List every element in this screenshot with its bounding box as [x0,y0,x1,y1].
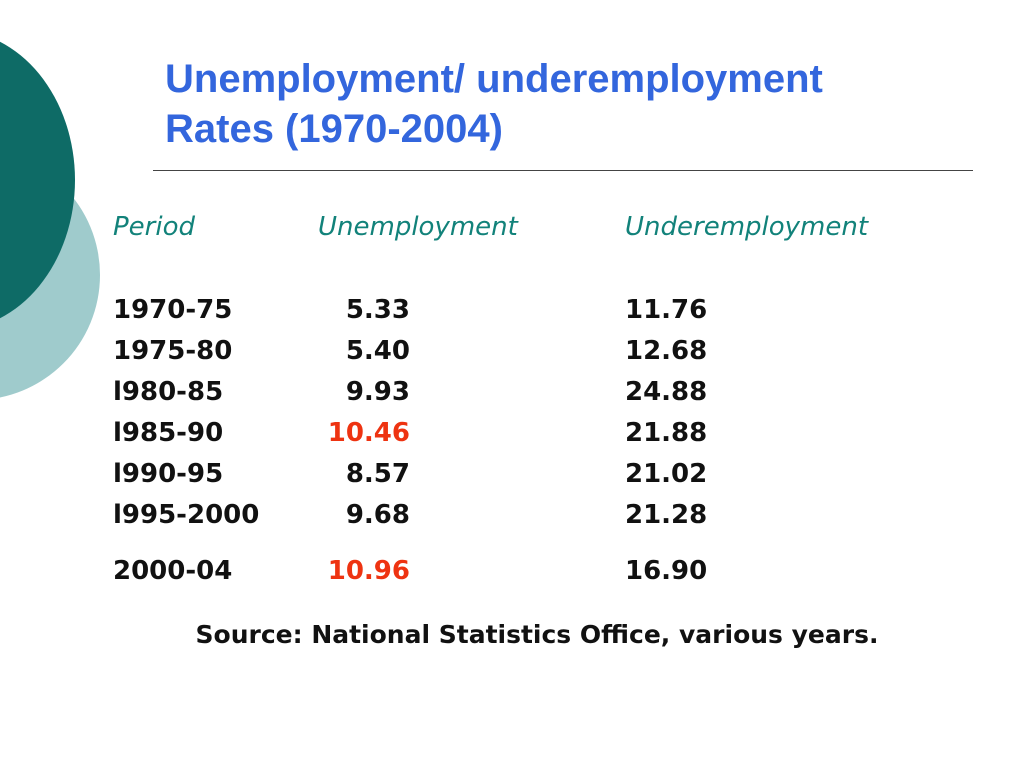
cell-period: l980-85 [113,377,224,407]
title-divider [153,170,973,171]
cell-unemployment: 8.57 [345,459,410,489]
cell-unemployment: 9.68 [345,500,410,530]
cell-period: l985-90 [113,418,224,448]
table-row: l980-85 9.93 24.88 [0,375,707,416]
cell-period: 1975-80 [113,336,233,366]
slide-title: Unemployment/ underemployment Rates (197… [165,54,985,154]
cell-unemployment-highlight: 10.46 [327,418,410,448]
cell-period: 1970-75 [113,295,233,325]
cell-underemployment: 12.68 [625,336,708,366]
cell-unemployment: 9.93 [345,377,410,407]
cell-period: 2000-04 [113,556,233,586]
cell-unemployment-highlight: 10.96 [327,556,410,586]
cell-underemployment: 11.76 [625,295,708,325]
table-row: l995-2000 9.68 21.28 [0,498,707,539]
cell-underemployment: 16.90 [625,556,708,586]
cell-period: l995-2000 [113,500,260,530]
table-row: l985-90 10.46 21.88 [0,416,707,457]
title-line-1: Unemployment/ underemployment [165,57,823,101]
cell-underemployment: 24.88 [625,377,708,407]
cell-period: l990-95 [113,459,224,489]
table-row: 1975-80 5.40 12.68 [0,334,707,375]
title-line-2: Rates (1970-2004) [165,107,503,151]
header-period: Period [113,212,195,242]
table-row: 1970-75 5.33 11.76 [0,293,707,334]
table-row: l990-95 8.57 21.02 [0,457,707,498]
source-note: Source: National Statistics Office, vari… [195,620,879,649]
table-row: 2000-04 10.96 16.90 [0,554,707,595]
header-unemployment: Unemployment [318,212,518,242]
cell-unemployment: 5.40 [345,336,410,366]
header-underemployment: Underemployment [625,212,869,242]
cell-underemployment: 21.02 [625,459,708,489]
cell-underemployment: 21.88 [625,418,708,448]
cell-unemployment: 5.33 [345,295,410,325]
cell-underemployment: 21.28 [625,500,708,530]
